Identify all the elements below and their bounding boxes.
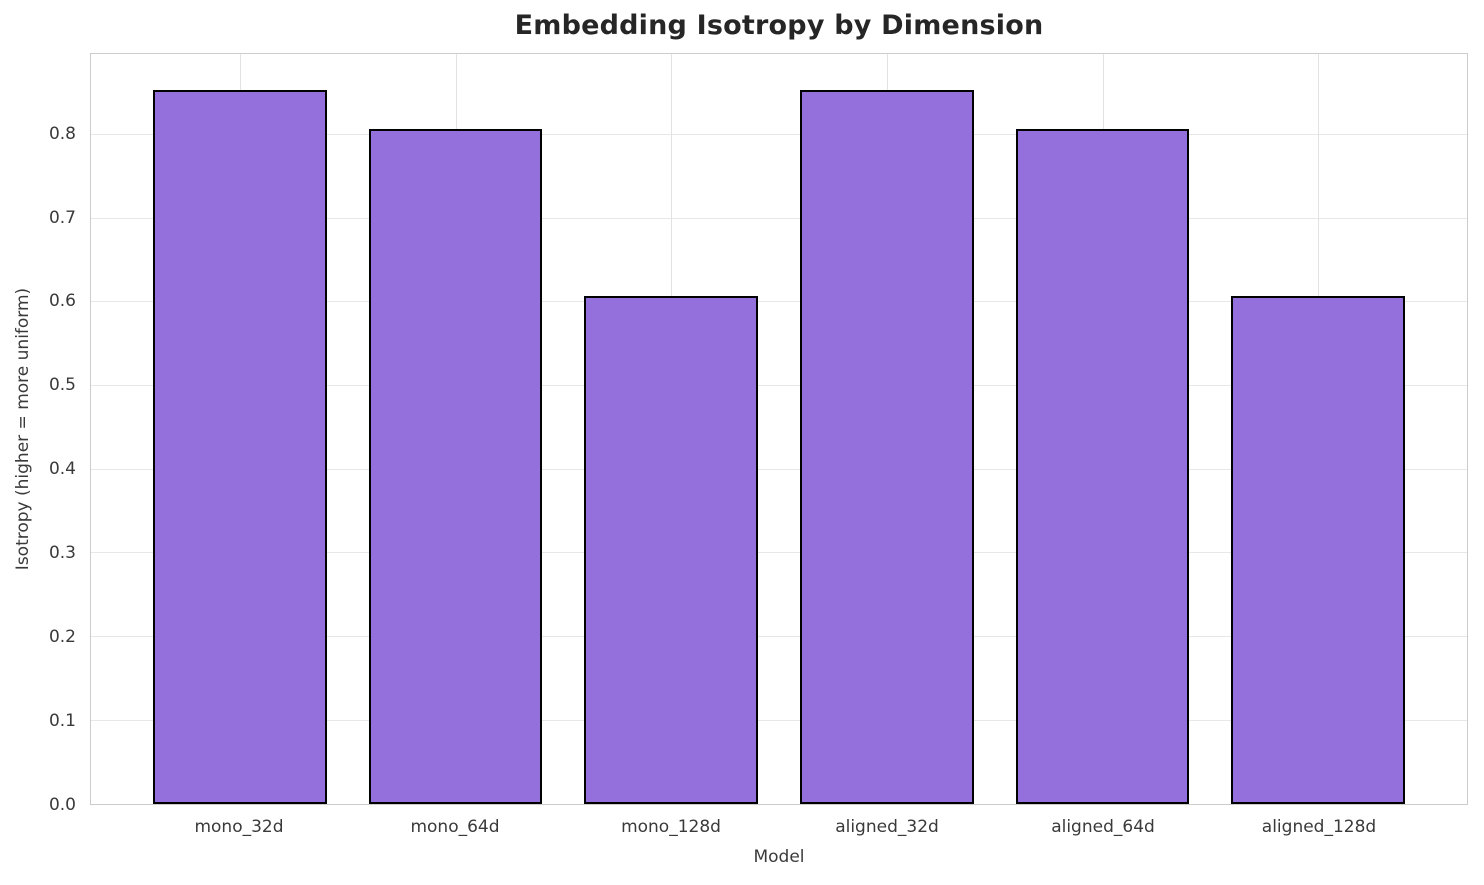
y-tick-label: 0.3 [48, 543, 76, 564]
bar-slot [132, 54, 348, 804]
bar-mono_32d [153, 90, 327, 804]
h-gridline [91, 552, 1467, 554]
x-axis-label: Model [753, 847, 805, 867]
x-tick-label: mono_128d [621, 817, 721, 837]
y-tick-label: 0.6 [48, 291, 76, 312]
bars-container [91, 54, 1467, 804]
plot-area [90, 53, 1468, 805]
chart-title: Embedding Isotropy by Dimension [514, 10, 1044, 41]
bar-slot [348, 54, 564, 804]
bar-slot [995, 54, 1211, 804]
bar-slot [779, 54, 995, 804]
h-gridline [91, 384, 1467, 386]
h-gridline [91, 133, 1467, 135]
x-tick-label: mono_32d [194, 817, 284, 837]
x-tick-label: mono_64d [410, 817, 500, 837]
bar-aligned_32d [800, 90, 974, 804]
x-tick-label: aligned_64d [1051, 817, 1155, 837]
h-gridline [91, 719, 1467, 721]
y-tick-labels: 0.0 0.1 0.2 0.3 0.4 0.5 0.6 0.7 0.8 [0, 53, 83, 815]
h-gridline [91, 217, 1467, 219]
x-tick-label: aligned_32d [835, 817, 939, 837]
x-tick-labels: mono_32d mono_64d mono_128d aligned_32d alig… [90, 805, 1468, 839]
y-tick-label: 0.4 [48, 459, 76, 480]
bar-mono_128d [584, 295, 758, 804]
x-tick-label: aligned_128d [1261, 817, 1377, 837]
bar-slot [1210, 54, 1426, 804]
h-gridline [91, 636, 1467, 638]
bar-slot [563, 54, 779, 804]
y-tick-label: 0.5 [48, 375, 76, 396]
h-gridline [91, 468, 1467, 470]
bar-aligned_64d [1015, 128, 1190, 804]
y-tick-label: 0.8 [48, 123, 76, 144]
y-tick-label: 0.1 [48, 711, 76, 732]
bar-mono_64d [368, 128, 543, 804]
h-gridline [91, 301, 1467, 303]
y-tick-label: 0.0 [48, 795, 76, 815]
y-tick-label: 0.7 [48, 207, 76, 228]
y-tick-label: 0.2 [48, 627, 76, 648]
bar-aligned_128d [1231, 295, 1405, 804]
